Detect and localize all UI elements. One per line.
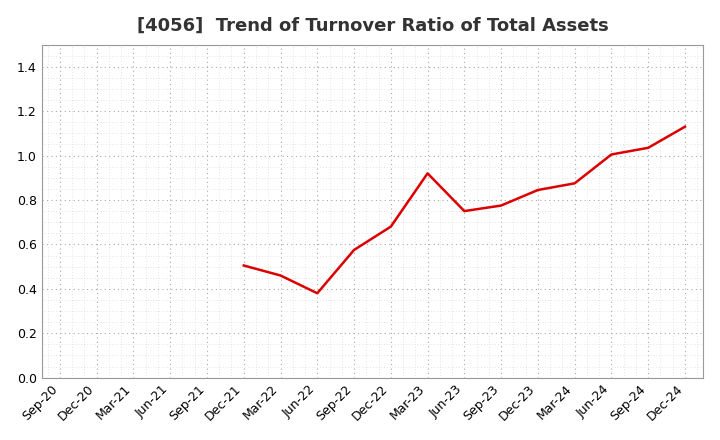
- Title: [4056]  Trend of Turnover Ratio of Total Assets: [4056] Trend of Turnover Ratio of Total …: [137, 17, 608, 35]
